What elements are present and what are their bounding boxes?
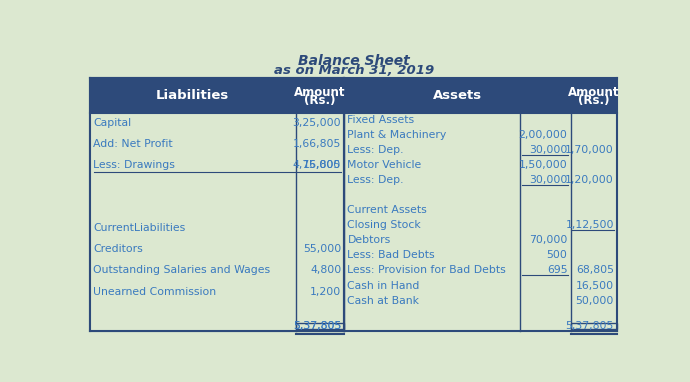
Text: Amount: Amount: [568, 86, 620, 99]
Text: 1,50,000: 1,50,000: [519, 160, 568, 170]
Text: Plant & Machinery: Plant & Machinery: [348, 130, 446, 140]
Text: Less: Provision for Bad Debts: Less: Provision for Bad Debts: [348, 265, 506, 275]
Text: CurrentLiabilities: CurrentLiabilities: [93, 223, 186, 233]
Text: 15,000: 15,000: [303, 160, 342, 170]
Text: Cash in Hand: Cash in Hand: [348, 280, 420, 290]
Text: 5,37,805: 5,37,805: [293, 321, 342, 331]
Text: Unearned Commission: Unearned Commission: [93, 286, 217, 296]
Text: Assets: Assets: [433, 89, 482, 102]
Text: 16,500: 16,500: [576, 280, 614, 290]
Text: 30,000: 30,000: [529, 146, 568, 155]
Bar: [90, 78, 617, 331]
Text: 50,000: 50,000: [575, 296, 614, 306]
Text: Balance Sheet: Balance Sheet: [298, 53, 409, 68]
Bar: [90, 78, 344, 113]
Text: as on March 31, 2019: as on March 31, 2019: [273, 64, 434, 77]
Text: Fixed Assets: Fixed Assets: [348, 115, 415, 125]
Bar: [344, 78, 617, 113]
Text: 695: 695: [547, 265, 568, 275]
Text: Debtors: Debtors: [348, 235, 391, 246]
Text: Outstanding Salaries and Wages: Outstanding Salaries and Wages: [93, 265, 270, 275]
Text: 1,66,805: 1,66,805: [293, 139, 342, 149]
Bar: [571, 323, 617, 329]
Text: 1,20,000: 1,20,000: [565, 175, 614, 185]
Text: 5,37,805: 5,37,805: [293, 321, 342, 331]
Text: Closing Stock: Closing Stock: [348, 220, 421, 230]
Text: Creditors: Creditors: [93, 244, 143, 254]
Text: 30,000: 30,000: [529, 175, 568, 185]
Text: 70,000: 70,000: [529, 235, 568, 246]
Text: Add: Net Profit: Add: Net Profit: [93, 139, 173, 149]
Text: Less: Dep.: Less: Dep.: [348, 175, 404, 185]
Text: Capital: Capital: [93, 118, 131, 128]
Text: Amount: Amount: [294, 86, 346, 99]
Text: Less: Drawings: Less: Drawings: [93, 160, 175, 170]
Text: (Rs.): (Rs.): [578, 94, 610, 107]
Text: Less: Dep.: Less: Dep.: [348, 146, 404, 155]
Text: Motor Vehicle: Motor Vehicle: [348, 160, 422, 170]
Text: 3,25,000: 3,25,000: [293, 118, 342, 128]
Text: Less: Bad Debts: Less: Bad Debts: [348, 251, 435, 261]
Text: (Rs.): (Rs.): [304, 94, 335, 107]
Text: 1,70,000: 1,70,000: [565, 146, 614, 155]
Text: Current Assets: Current Assets: [348, 206, 427, 215]
Text: 1,200: 1,200: [310, 286, 342, 296]
Text: 5,37,805: 5,37,805: [566, 321, 614, 331]
Text: 500: 500: [546, 251, 568, 261]
Bar: [295, 323, 344, 329]
Text: Cash at Bank: Cash at Bank: [348, 296, 420, 306]
Text: 68,805: 68,805: [576, 265, 614, 275]
Text: 2,00,000: 2,00,000: [519, 130, 568, 140]
Text: 55,000: 55,000: [303, 244, 342, 254]
Bar: [90, 78, 344, 331]
Text: Liabilities: Liabilities: [156, 89, 230, 102]
Text: 4,800: 4,800: [310, 265, 342, 275]
Text: 1,12,500: 1,12,500: [566, 220, 614, 230]
Text: 4,76,805: 4,76,805: [293, 160, 342, 170]
